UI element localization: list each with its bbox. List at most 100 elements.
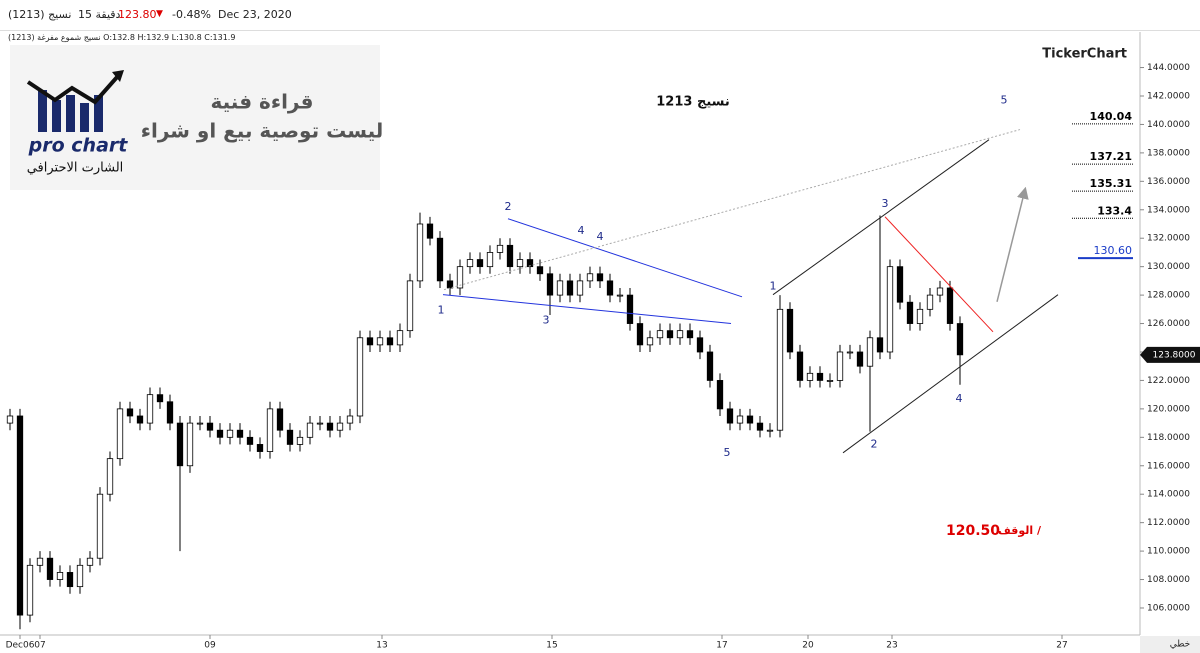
price-tag (1140, 346, 1200, 363)
wave-label: 5 (1001, 93, 1008, 106)
candle-body (446, 280, 454, 289)
chart-mode[interactable]: خطي (1170, 640, 1190, 650)
candle-body (506, 244, 514, 268)
interval[interactable]: 15 دقيقة (78, 8, 121, 21)
candle-body (246, 436, 254, 445)
candle-body (306, 422, 314, 438)
price: 123.80 (118, 8, 157, 21)
y-tick-label: 144.0000 (1147, 63, 1190, 73)
candle-body (356, 337, 364, 417)
candle-body (926, 294, 934, 310)
y-tick-label: 126.0000 (1147, 319, 1190, 329)
trend-line (884, 216, 994, 333)
candle-body (26, 564, 34, 616)
x-tick-label: 20 (802, 641, 814, 651)
price-tag-label: 123.8000 (1153, 350, 1196, 360)
y-tick-label: 142.0000 (1147, 91, 1190, 101)
candle-body (706, 351, 714, 381)
candle-body (276, 408, 284, 431)
chart-title: نسيج 1213 (656, 95, 730, 110)
candle-body (86, 557, 94, 566)
candle-body (326, 422, 334, 431)
candle-body (336, 422, 344, 431)
trend-line (442, 294, 732, 325)
notice-line1: قراءة فنية (211, 90, 314, 114)
candle-body (476, 259, 484, 268)
candle-body (956, 323, 964, 356)
wave-label: 3 (882, 197, 889, 210)
candle-body (66, 572, 74, 588)
x-tick-label: Dec06 (6, 641, 35, 651)
date: Dec 23, 2020 (218, 8, 292, 21)
candle-body (126, 408, 134, 417)
y-tick-label: 106.0000 (1147, 603, 1190, 613)
candle-body (606, 280, 614, 296)
wave-label: 5 (724, 446, 731, 459)
candle-body (696, 337, 704, 353)
candle-body (106, 458, 114, 495)
candle-body (896, 266, 904, 303)
candle-body (156, 394, 164, 403)
candle-body (816, 372, 824, 381)
trend-line (507, 218, 743, 298)
y-tick-label: 136.0000 (1147, 177, 1190, 187)
candle-body (96, 493, 104, 559)
wave-label: 4 (578, 224, 585, 237)
candle-body (76, 564, 84, 588)
candle-body (406, 280, 414, 332)
candle-body (856, 351, 864, 367)
level-label: 137.21 (1090, 150, 1132, 163)
candle-body (456, 266, 464, 289)
candle-body (436, 237, 444, 282)
x-tick-label: 17 (716, 641, 727, 651)
level-label: 135.31 (1090, 177, 1132, 190)
candle-body (206, 422, 214, 431)
x-tick-label: 27 (1056, 641, 1067, 651)
y-tick-label: 132.0000 (1147, 234, 1190, 244)
candle-body (716, 380, 724, 410)
level-label: 133.4 (1097, 204, 1132, 217)
candle-body (556, 280, 564, 296)
candle-body (516, 259, 524, 268)
candle-body (646, 337, 654, 346)
candle-body (796, 351, 804, 381)
candle-body (316, 422, 324, 425)
candle-body (386, 337, 394, 346)
candle-body (686, 330, 694, 339)
candle-body (576, 280, 584, 296)
candle-body (636, 323, 644, 346)
candle-body (176, 422, 184, 467)
candle-body (806, 372, 814, 381)
trend-line (842, 294, 1059, 454)
candle-body (656, 330, 664, 339)
candle-body (676, 330, 684, 339)
watermark: TickerChart (1042, 47, 1127, 62)
ohlc-line: نسيج شموع مفرغة (1213) O:132.8 H:132.9 L… (8, 33, 236, 42)
y-tick-label: 134.0000 (1147, 205, 1190, 215)
x-tick-label: 07 (34, 641, 45, 651)
trend-line (772, 139, 990, 296)
level-label: 140.04 (1090, 110, 1133, 123)
stop-value: 120.50 (946, 523, 1000, 539)
candle-body (596, 273, 604, 282)
y-tick-label: 116.0000 (1147, 461, 1190, 471)
candle-body (186, 422, 194, 467)
footer-box[interactable] (1140, 636, 1200, 653)
candle-body (886, 266, 894, 353)
trend-line (443, 129, 1021, 291)
wave-label: 1 (770, 280, 777, 293)
notice-line2: ليست توصية بيع او شراء (141, 119, 384, 143)
candle-body (946, 287, 954, 324)
wave-label: 2 (871, 437, 878, 450)
x-tick-label: 13 (376, 641, 387, 651)
y-tick-label: 114.0000 (1147, 490, 1190, 500)
y-tick-label: 140.0000 (1147, 120, 1190, 130)
logo-icon (26, 70, 124, 132)
candle-body (216, 429, 224, 438)
candle-body (786, 308, 794, 353)
top-bar: نسيج (1213) 15 دقيقة 123.80 ▼ -0.48% Dec… (0, 0, 1200, 31)
y-tick-label: 138.0000 (1147, 148, 1190, 158)
candle-body (46, 557, 54, 580)
candle-body (116, 408, 124, 460)
